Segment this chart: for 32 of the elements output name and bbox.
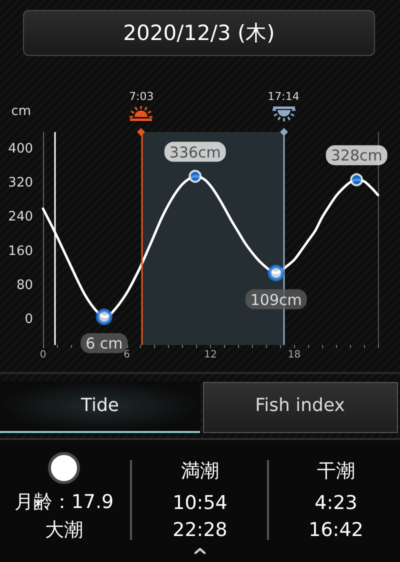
y-tick-label: 400 <box>8 142 33 157</box>
data-label: 328cm <box>330 146 382 165</box>
x-tick-label: 12 <box>204 350 217 360</box>
x-tick-label: 0 <box>40 350 46 360</box>
x-tick-label: 18 <box>288 350 301 360</box>
x-tick-label: 6 <box>124 350 130 360</box>
text: 満潮 <box>181 460 219 482</box>
text: 22:28 <box>172 518 228 542</box>
text: 16:42 <box>308 518 364 542</box>
y-tick-label: 320 <box>8 176 33 191</box>
data-label: 109cm <box>250 290 302 309</box>
ref-line-label: 7:03 <box>129 90 154 103</box>
text: 大潮 <box>45 518 83 542</box>
y-tick-label: 240 <box>8 210 33 225</box>
point <box>268 264 284 282</box>
data-label: 336cm <box>169 143 221 162</box>
chart-title: 2020/12/3 (木) <box>123 20 275 46</box>
point <box>350 173 364 186</box>
text: 10:54 <box>172 492 228 514</box>
ref-line-label: 17:14 <box>268 90 300 103</box>
text: 月齢：17.9 <box>14 490 114 514</box>
point <box>96 308 112 326</box>
text: 4:23 <box>314 492 358 514</box>
y-axis-title: cm <box>11 104 31 119</box>
y-tick-label: 160 <box>8 244 33 259</box>
y-tick-label: 0 <box>24 312 33 327</box>
text: Tide <box>81 395 119 417</box>
text: 干潮 <box>317 460 355 482</box>
text: Fish index <box>255 395 345 417</box>
data-label: 6 cm <box>86 334 123 353</box>
y-tick-label: 80 <box>16 278 33 293</box>
point <box>188 170 202 183</box>
